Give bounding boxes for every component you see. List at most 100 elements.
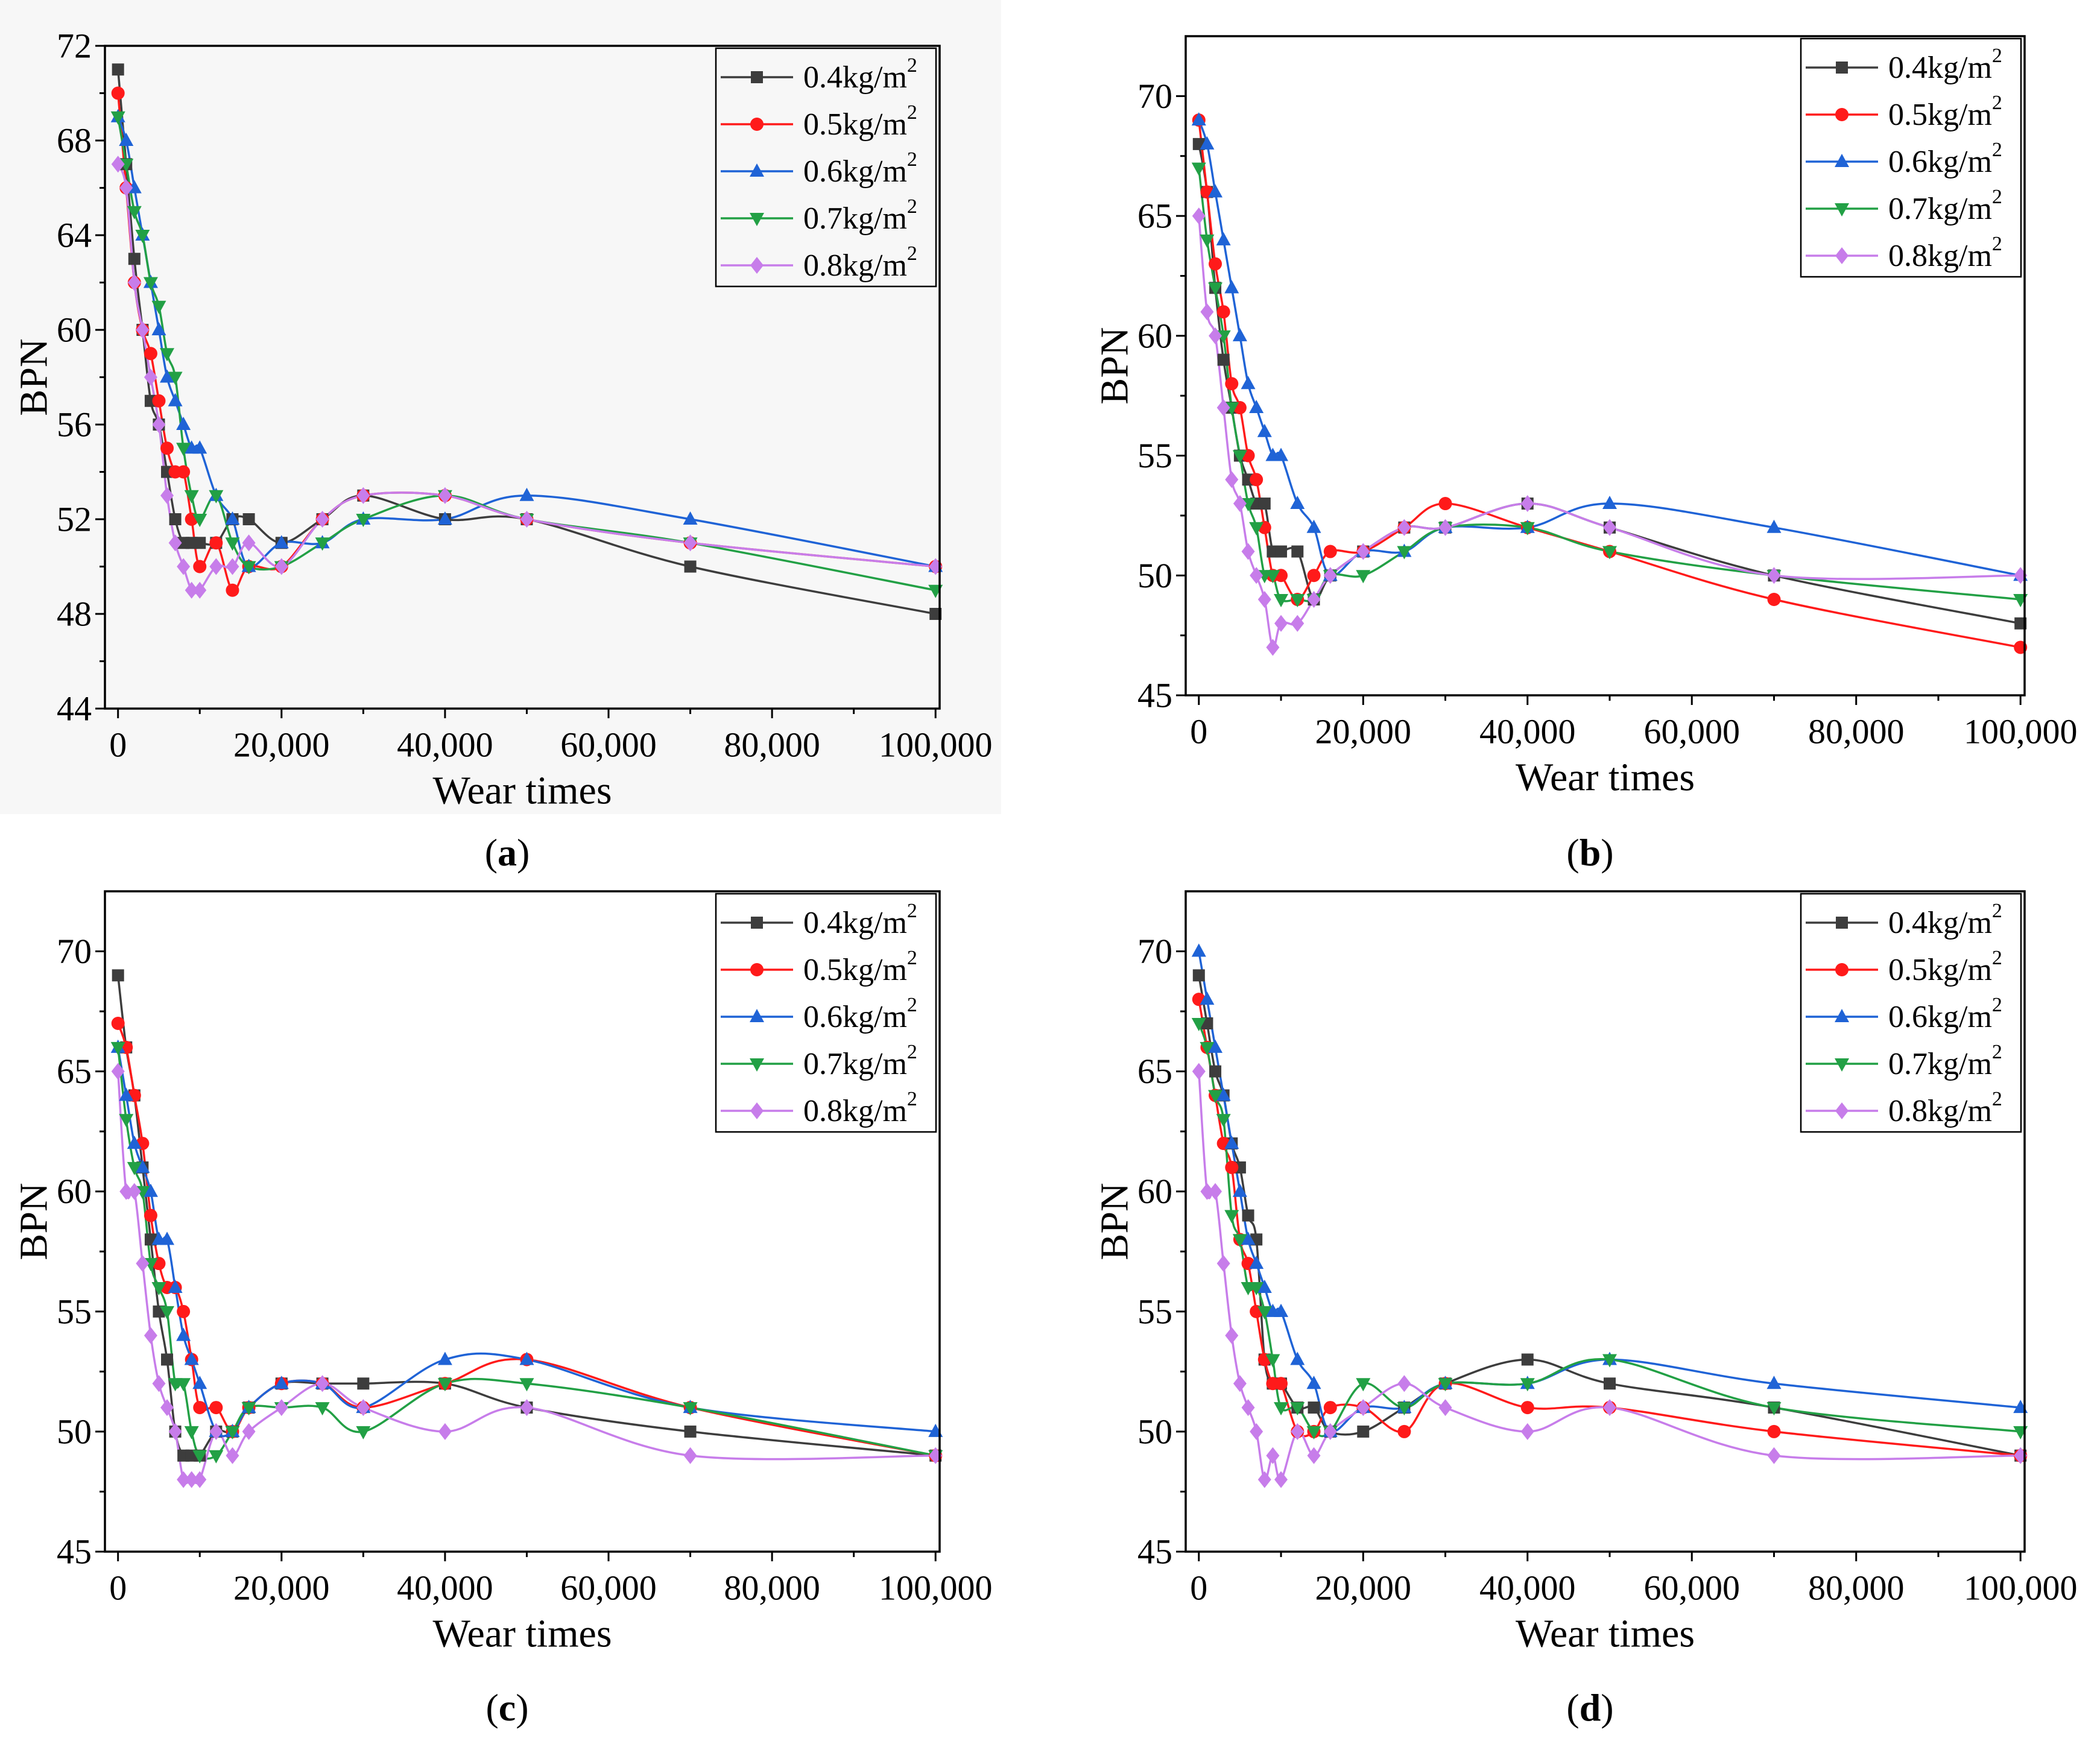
data-point-4-15 bbox=[1356, 570, 1371, 584]
data-point-4-5 bbox=[1224, 1210, 1239, 1224]
data-point-5-3 bbox=[127, 1183, 141, 1200]
data-point-2-5 bbox=[144, 347, 157, 361]
data-point-4-16 bbox=[1397, 1402, 1412, 1416]
data-point-5-3 bbox=[1209, 1183, 1222, 1200]
data-point-3-20 bbox=[1766, 519, 1782, 533]
legend-item-3: 0.6kg/m2 bbox=[1806, 139, 2002, 179]
data-point-4-6 bbox=[151, 300, 166, 314]
data-point-1-3 bbox=[1209, 1065, 1222, 1078]
data-point-5-14 bbox=[1323, 567, 1337, 584]
data-point-5-1 bbox=[1192, 1063, 1206, 1080]
data-point-5-12 bbox=[209, 1423, 223, 1440]
data-point-4-2 bbox=[119, 1114, 134, 1128]
data-point-1-1 bbox=[112, 63, 124, 76]
data-point-5-2 bbox=[1200, 1183, 1214, 1200]
x-tick-label: 60,000 bbox=[560, 1569, 657, 1608]
y-tick-label: 48 bbox=[57, 595, 92, 634]
y-tick-label: 65 bbox=[1137, 1052, 1172, 1091]
legend-label-text: 0.7kg/m bbox=[1888, 192, 1992, 226]
data-point-5-1 bbox=[111, 156, 125, 173]
legend-label-text: 0.5kg/m bbox=[1888, 98, 1992, 132]
data-point-3-8 bbox=[168, 393, 183, 406]
data-point-5-2 bbox=[119, 179, 133, 197]
legend-marker bbox=[1836, 62, 1848, 74]
legend-item-2: 0.5kg/m2 bbox=[721, 101, 917, 142]
data-point-5-5 bbox=[1225, 471, 1239, 488]
legend-marker bbox=[1835, 203, 1849, 216]
data-point-5-4 bbox=[1216, 399, 1230, 417]
data-point-3-3 bbox=[127, 1136, 142, 1149]
data-point-5-9 bbox=[1257, 591, 1271, 608]
legend-label-superscript: 2 bbox=[907, 195, 917, 218]
data-point-4-3 bbox=[127, 206, 142, 220]
panel-b: 0 20,000 40,000 60,000 80,000 100,000 45 50 55 60… bbox=[1093, 35, 2077, 874]
legend-marker bbox=[750, 257, 764, 274]
panel-label-close: ) bbox=[1601, 1686, 1613, 1729]
panel-label-close: ) bbox=[1601, 831, 1613, 874]
data-point-3-1 bbox=[1191, 943, 1206, 957]
x-tick-label: 20,000 bbox=[1315, 1569, 1412, 1608]
y-tick-label: 70 bbox=[1137, 77, 1172, 116]
data-point-4-14 bbox=[241, 1402, 256, 1416]
data-point-2-5 bbox=[1225, 377, 1239, 391]
legend-box bbox=[1800, 37, 2022, 278]
y-tick-label: 55 bbox=[1137, 1292, 1172, 1331]
legend-marker bbox=[751, 917, 763, 929]
legend-label-text: 0.5kg/m bbox=[803, 107, 907, 142]
data-point-3-2 bbox=[119, 1087, 134, 1101]
data-point-1-14 bbox=[242, 513, 255, 525]
legend-label-text: 0.8kg/m bbox=[803, 1094, 907, 1128]
data-point-4-12 bbox=[209, 1450, 224, 1464]
data-point-5-20 bbox=[1767, 1447, 1781, 1464]
data-point-1-4 bbox=[1217, 353, 1230, 366]
legend-label: 0.5kg/m2 bbox=[803, 947, 917, 987]
data-point-4-5 bbox=[143, 277, 158, 291]
data-point-5-12 bbox=[209, 558, 223, 575]
legend-label: 0.7kg/m2 bbox=[803, 1041, 917, 1081]
data-point-3-5 bbox=[143, 1183, 158, 1197]
data-point-3-19 bbox=[519, 1351, 534, 1365]
legend-label-text: 0.4kg/m bbox=[803, 906, 907, 940]
legend-label: 0.7kg/m2 bbox=[1888, 1041, 2002, 1081]
data-point-4-17 bbox=[1438, 1378, 1453, 1392]
panel-label-letter: c bbox=[499, 1686, 516, 1729]
data-point-5-19 bbox=[1602, 519, 1616, 536]
y-tick-label: 44 bbox=[57, 689, 92, 728]
data-point-4-18 bbox=[1520, 1378, 1535, 1392]
legend-label-text: 0.8kg/m bbox=[1888, 1094, 1992, 1128]
data-point-4-1 bbox=[110, 1041, 125, 1055]
legend-label-text: 0.5kg/m bbox=[803, 953, 907, 987]
data-point-4-7 bbox=[160, 348, 175, 362]
legend-label-text: 0.7kg/m bbox=[1888, 1047, 1992, 1081]
data-point-5-4 bbox=[136, 1255, 150, 1272]
data-point-3-15 bbox=[274, 535, 289, 549]
data-point-5-9 bbox=[177, 558, 191, 575]
data-point-4-6 bbox=[1232, 1234, 1247, 1248]
data-point-4-8 bbox=[1249, 1282, 1264, 1295]
data-point-2-12 bbox=[209, 1401, 223, 1415]
data-point-5-10 bbox=[185, 581, 198, 599]
data-point-2-8 bbox=[1250, 473, 1263, 487]
data-point-1-17 bbox=[357, 1377, 370, 1390]
x-axis-title: Wear times bbox=[432, 1612, 612, 1656]
legend-label-superscript: 2 bbox=[1992, 947, 2002, 969]
data-point-2-7 bbox=[160, 441, 174, 455]
data-point-5-3 bbox=[127, 274, 141, 291]
legend-label: 0.6kg/m2 bbox=[803, 148, 917, 189]
data-point-5-15 bbox=[1356, 543, 1370, 560]
data-point-1-21 bbox=[929, 608, 942, 620]
data-point-4-10 bbox=[1265, 570, 1280, 584]
legend-label-superscript: 2 bbox=[1992, 186, 2002, 208]
x-tick-label: 20,000 bbox=[233, 725, 330, 765]
legend-box bbox=[1800, 893, 2022, 1133]
data-point-4-8 bbox=[168, 371, 183, 385]
data-point-2-1 bbox=[111, 86, 125, 100]
data-point-1-3 bbox=[128, 253, 141, 265]
legend-item-1: 0.4kg/m2 bbox=[1806, 45, 2002, 85]
data-point-4-9 bbox=[176, 443, 191, 457]
plot-frame bbox=[1184, 35, 2026, 697]
data-point-5-20 bbox=[683, 1447, 697, 1464]
data-point-4-11 bbox=[1274, 1402, 1289, 1416]
data-point-2-1 bbox=[111, 1017, 125, 1030]
x-tick-label: 40,000 bbox=[1479, 1569, 1576, 1608]
